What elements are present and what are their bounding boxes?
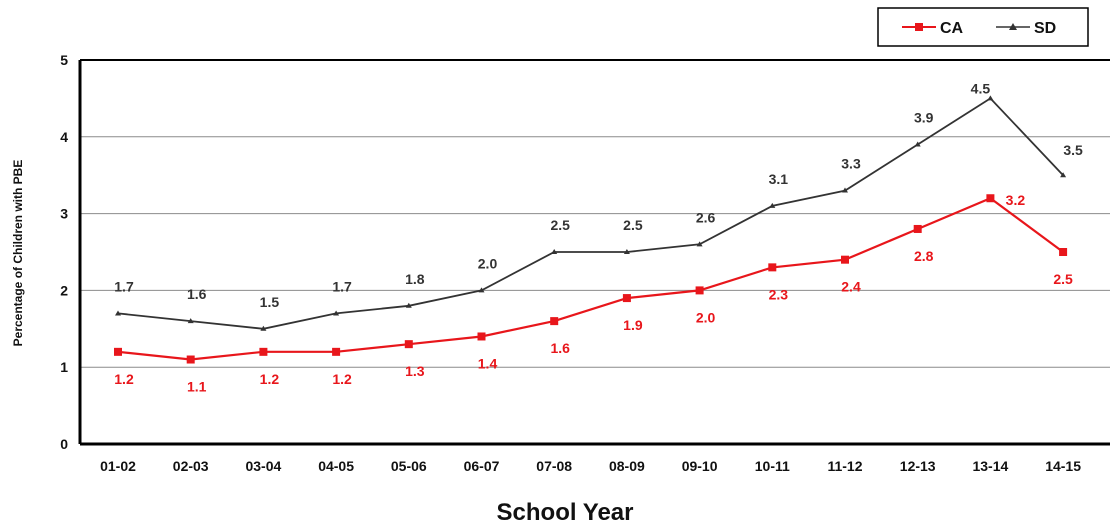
series-marker-ca bbox=[841, 255, 849, 264]
series-marker-ca bbox=[1059, 248, 1068, 256]
data-label-sd: 1.7 bbox=[114, 278, 134, 294]
data-label-ca: 2.5 bbox=[1053, 271, 1073, 287]
data-label-ca: 1.9 bbox=[623, 317, 643, 333]
series-marker-ca bbox=[404, 340, 413, 349]
data-label-sd: 3.9 bbox=[914, 109, 934, 125]
series-marker-sd bbox=[987, 95, 994, 101]
legend-sd-label: SD bbox=[1034, 20, 1056, 37]
x-tick-label: 12-13 bbox=[900, 458, 936, 474]
data-label-sd: 3.3 bbox=[841, 156, 861, 172]
series-marker-sd bbox=[914, 141, 921, 147]
x-tick-label: 01-02 bbox=[100, 458, 136, 474]
series-marker-ca bbox=[695, 286, 704, 295]
series-marker-sd bbox=[842, 187, 848, 193]
series bbox=[114, 95, 1068, 364]
y-tick-label: 4 bbox=[60, 129, 68, 145]
data-label-sd: 1.5 bbox=[260, 294, 280, 310]
data-label-sd: 2.6 bbox=[696, 209, 716, 225]
data-label-sd: 1.6 bbox=[187, 286, 207, 302]
series-marker-sd bbox=[333, 310, 340, 316]
data-label-ca: 1.3 bbox=[405, 363, 425, 379]
data-labels: 1.2 1.1 1.2 1.2 1.3 1.4 1.6 1.9 2.0 2.3 2.4 2.8 3.2 2… bbox=[114, 80, 1083, 394]
data-label-ca: 1.4 bbox=[478, 355, 498, 371]
data-label-ca: 1.6 bbox=[550, 340, 570, 356]
series-marker-ca bbox=[186, 355, 195, 364]
series-marker-sd bbox=[769, 202, 776, 208]
x-tick-label: 08-09 bbox=[609, 458, 645, 474]
y-tick-label: 0 bbox=[60, 436, 68, 452]
series-marker-sd bbox=[187, 318, 194, 324]
x-tick-label: 02-03 bbox=[173, 458, 209, 474]
x-tick-labels: 01-02 02-03 03-04 04-05 05-06 06-07 07-08 08-09… bbox=[100, 458, 1081, 474]
series-marker-ca bbox=[913, 224, 922, 233]
series-marker-sd bbox=[696, 241, 703, 247]
x-tick-label: 09-10 bbox=[682, 458, 718, 474]
series-marker-ca bbox=[768, 263, 777, 272]
legend-ca-marker bbox=[915, 23, 923, 31]
series-marker-sd bbox=[405, 302, 412, 308]
x-tick-label: 06-07 bbox=[464, 458, 500, 474]
data-label-sd: 3.1 bbox=[769, 171, 789, 187]
x-tick-label: 03-04 bbox=[245, 458, 281, 474]
series-marker-ca bbox=[332, 347, 341, 356]
series-marker-ca bbox=[550, 317, 559, 326]
data-label-ca: 2.4 bbox=[841, 279, 861, 295]
data-label-ca: 3.2 bbox=[1006, 192, 1026, 208]
data-label-sd: 2.0 bbox=[478, 255, 498, 271]
legend: CA SD bbox=[877, 7, 1089, 47]
x-tick-label: 05-06 bbox=[391, 458, 427, 474]
series-marker-sd bbox=[478, 287, 485, 293]
y-axis-title: Percentage of Children with PBE bbox=[11, 160, 25, 347]
x-tick-label: 11-12 bbox=[827, 458, 862, 474]
series-marker-sd bbox=[260, 325, 267, 331]
data-label-sd: 1.7 bbox=[332, 278, 352, 294]
data-label-ca: 2.0 bbox=[696, 309, 716, 325]
series-marker-ca bbox=[622, 294, 631, 303]
series-marker-sd bbox=[623, 249, 630, 254]
y-tick-label: 3 bbox=[60, 206, 68, 222]
series-marker-ca bbox=[259, 347, 268, 356]
data-label-ca: 1.1 bbox=[187, 379, 207, 395]
data-label-ca: 2.8 bbox=[914, 248, 934, 264]
x-tick-label: 14-15 bbox=[1045, 458, 1081, 474]
data-label-sd: 1.8 bbox=[405, 271, 425, 287]
legend-sd-marker bbox=[1009, 23, 1017, 30]
series-marker-ca bbox=[986, 194, 995, 203]
series-marker-sd bbox=[1060, 172, 1067, 178]
axes bbox=[78, 59, 1110, 446]
data-label-sd: 2.5 bbox=[550, 217, 570, 233]
y-tick-label: 2 bbox=[60, 282, 68, 298]
series-marker-ca bbox=[114, 347, 122, 356]
data-label-ca: 1.2 bbox=[332, 371, 352, 387]
data-label-ca: 1.2 bbox=[114, 371, 134, 387]
data-label-sd: 3.5 bbox=[1063, 142, 1083, 158]
data-label-sd: 2.5 bbox=[623, 217, 643, 233]
y-tick-label: 5 bbox=[60, 52, 68, 68]
series-line-ca bbox=[117, 196, 1064, 361]
x-tick-label: 07-08 bbox=[536, 458, 572, 474]
y-tick-label: 1 bbox=[60, 359, 68, 375]
data-label-ca: 2.3 bbox=[769, 286, 789, 302]
y-tick-labels: 0 1 2 3 4 5 bbox=[60, 52, 68, 452]
series-marker-sd bbox=[115, 310, 121, 316]
x-tick-label: 13-14 bbox=[972, 458, 1008, 474]
series-marker-ca bbox=[477, 332, 486, 341]
series-marker-sd bbox=[551, 249, 558, 254]
gridlines bbox=[80, 136, 1110, 368]
data-label-ca: 1.2 bbox=[260, 371, 280, 387]
x-axis-title: School Year bbox=[497, 499, 634, 526]
series-line-sd bbox=[117, 97, 1064, 330]
x-tick-label: 04-05 bbox=[318, 458, 354, 474]
data-label-sd: 4.5 bbox=[971, 80, 991, 96]
x-tick-label: 10-11 bbox=[755, 458, 790, 474]
legend-ca-label: CA bbox=[940, 20, 964, 37]
